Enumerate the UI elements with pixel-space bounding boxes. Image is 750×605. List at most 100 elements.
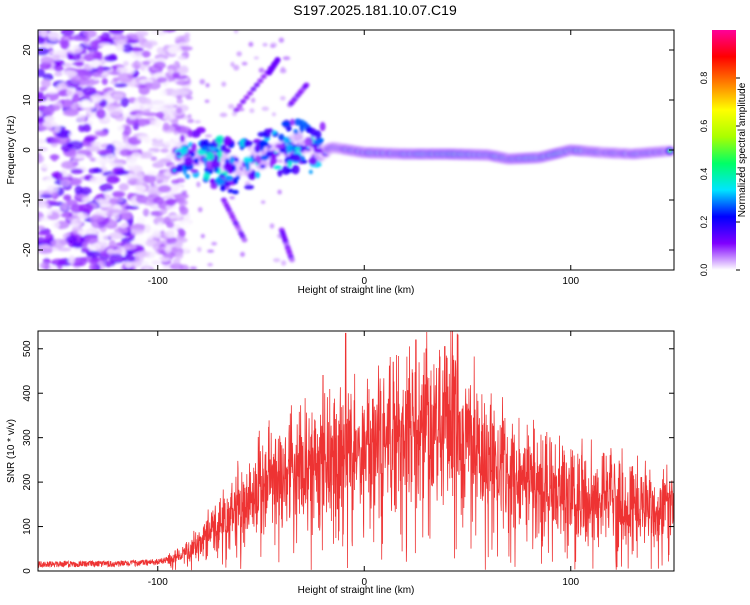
noise-blob <box>115 44 125 52</box>
noise-blob <box>38 231 48 236</box>
noise-blob <box>38 153 43 163</box>
scatter-blob <box>254 144 261 153</box>
noise-blob <box>178 205 186 212</box>
noise-blob <box>174 240 183 249</box>
sparse-noise-blob <box>221 81 227 87</box>
noise-blob <box>142 208 150 217</box>
noise-blob <box>141 50 151 58</box>
sparse-noise-blob <box>280 66 286 71</box>
noise-blob <box>149 32 159 39</box>
noise-blob <box>82 64 94 71</box>
noise-blob <box>125 261 132 269</box>
sparse-noise-blob <box>197 246 202 253</box>
noise-blob <box>127 178 141 186</box>
noise-blob <box>171 179 180 185</box>
noise-blob <box>117 125 125 132</box>
noise-blob <box>132 223 146 231</box>
noise-blob <box>114 227 129 233</box>
scatter-blob <box>190 169 199 174</box>
scatter-blob <box>283 136 291 144</box>
noise-blob <box>145 235 154 240</box>
scatter-blob <box>223 161 234 172</box>
scatter-blob <box>193 157 200 164</box>
sparse-noise-blob <box>184 32 191 38</box>
streak-blob <box>253 82 260 88</box>
scatter-blob <box>281 121 292 127</box>
noise-blob <box>160 148 169 153</box>
noise-blob <box>149 99 165 105</box>
spectrogram-x-ticks: -100 0 100 <box>148 30 580 287</box>
streak-blob <box>250 86 257 92</box>
noise-blob <box>118 221 129 229</box>
noise-blob <box>120 237 132 244</box>
ridge-blob <box>293 132 303 142</box>
scatter-blob <box>223 148 231 155</box>
y-tick-label: 0 <box>22 147 33 153</box>
noise-blob <box>77 212 88 220</box>
noise-blob <box>70 218 84 228</box>
sparse-noise-blob <box>219 112 228 118</box>
noise-blob <box>80 186 92 196</box>
streak-blob <box>236 103 243 109</box>
streak-blob <box>233 107 240 113</box>
scatter-blob <box>251 169 256 178</box>
noise-blob <box>155 173 165 182</box>
noise-blob <box>108 197 119 204</box>
noise-blob <box>60 202 69 211</box>
scatter-blob <box>255 154 262 165</box>
noise-blob <box>156 159 165 166</box>
noise-blob <box>137 177 145 185</box>
noise-blob <box>53 71 63 77</box>
scatter-blob <box>234 157 239 162</box>
sparse-noise-blob <box>277 189 282 195</box>
noise-blob <box>38 36 46 45</box>
noise-blob <box>68 132 76 138</box>
spectrogram-x-axis-label: Height of straight line (km) <box>298 285 415 296</box>
noise-blob <box>144 124 159 130</box>
noise-blob <box>89 93 103 104</box>
noise-blob <box>38 68 45 78</box>
noise-blob <box>82 86 97 96</box>
noise-blob <box>168 185 180 193</box>
noise-blob <box>38 47 50 56</box>
noise-blob <box>181 221 191 230</box>
streak-blob <box>240 99 247 105</box>
noise-blob <box>168 214 183 219</box>
sparse-noise-blob <box>181 190 187 195</box>
noise-blob <box>163 140 178 146</box>
noise-blob <box>57 247 72 252</box>
snr-x-axis-label: Height of straight line (km) <box>298 585 415 596</box>
noise-blob <box>39 30 48 38</box>
scatter-blob <box>200 145 210 151</box>
sparse-noise-blob <box>261 106 270 112</box>
noise-blob <box>130 228 145 236</box>
streak-blob <box>260 74 267 80</box>
noise-blob <box>51 220 60 229</box>
noise-blob <box>99 183 114 192</box>
scatter-blob <box>294 146 302 151</box>
scatter-blob <box>195 126 206 134</box>
noise-blob <box>162 106 172 116</box>
sparse-noise-blob <box>271 112 276 117</box>
noise-blob <box>171 118 179 126</box>
noise-blob <box>98 42 111 47</box>
sparse-noise-blob <box>204 99 210 103</box>
noise-blob <box>38 115 46 125</box>
scatter-blob <box>281 165 291 175</box>
noise-blob <box>133 98 140 109</box>
sparse-noise-blob <box>199 78 206 85</box>
noise-blob <box>162 122 170 131</box>
spectrogram-marks <box>38 30 674 270</box>
noise-blob <box>94 130 108 137</box>
scatter-blob <box>260 154 269 161</box>
noise-blob <box>50 258 67 267</box>
sparse-noise-blob <box>262 42 268 47</box>
noise-blob <box>68 255 76 265</box>
scatter-blob <box>243 140 254 147</box>
noise-blob <box>44 209 53 216</box>
y-tick-label: 0 <box>22 568 33 574</box>
sparse-noise-blob <box>276 159 284 164</box>
noise-blob <box>97 232 109 243</box>
